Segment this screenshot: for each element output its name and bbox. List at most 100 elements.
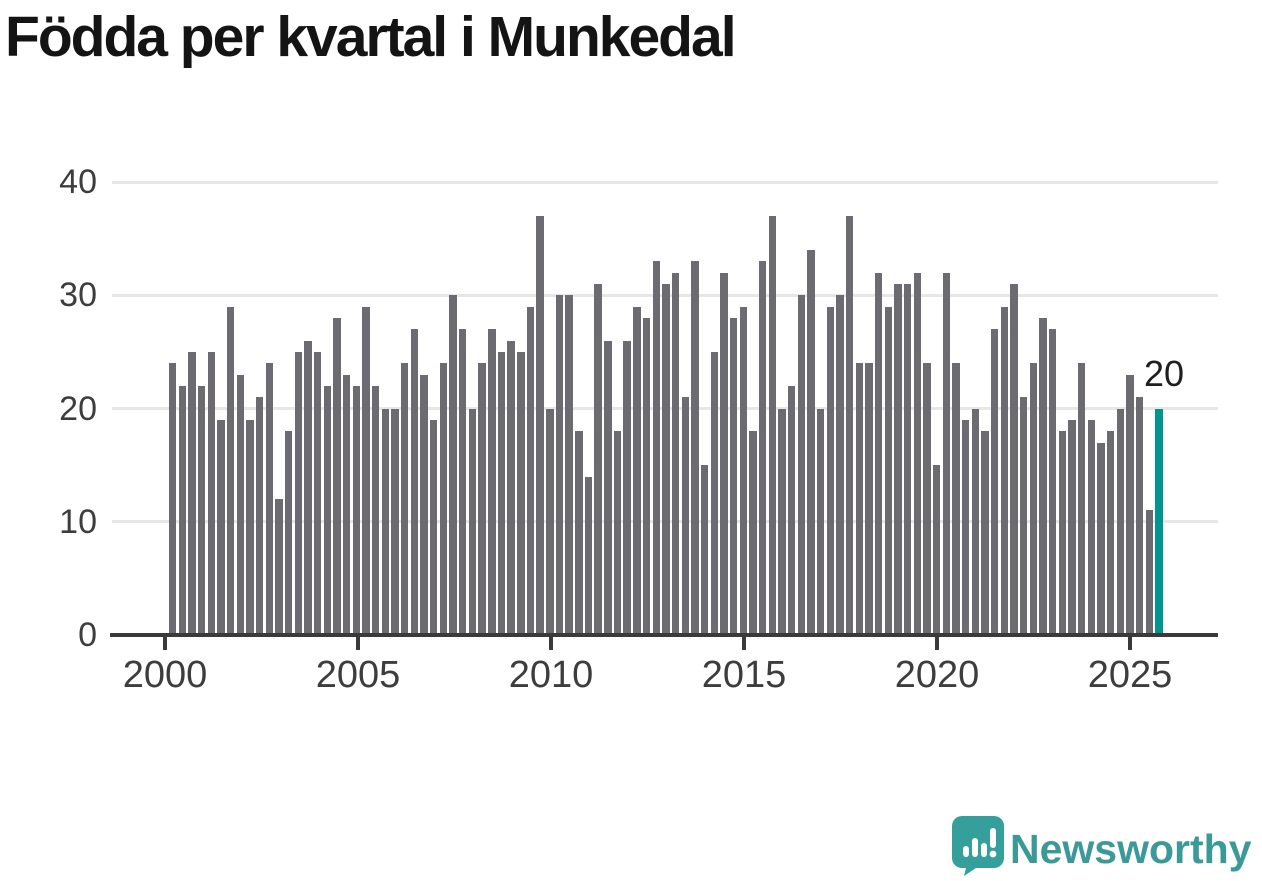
bar-2002-Q3 <box>265 363 274 635</box>
bar-2025-Q2 <box>1145 510 1154 635</box>
bar-2013-Q2 <box>681 397 689 635</box>
bar-2015-Q1 <box>749 431 757 635</box>
y-tick-label-10: 10 <box>59 502 97 541</box>
bar-2016-Q1 <box>787 386 796 635</box>
bar-2013-Q3 <box>691 261 699 635</box>
x-tick-mark-2010 <box>549 637 553 650</box>
bar-2019-Q2 <box>913 273 921 635</box>
bar-2006-Q3 <box>420 375 428 635</box>
bar-2010-Q2 <box>565 295 573 635</box>
bar-2009-Q1 <box>517 352 525 635</box>
bar-2003-Q1 <box>285 431 293 635</box>
bar-2022-Q1 <box>1019 397 1028 635</box>
bar-2014-Q1 <box>710 352 718 635</box>
bar-2021-Q1 <box>981 431 989 635</box>
bar-2019-Q3 <box>923 363 931 635</box>
bar-2012-Q4 <box>662 284 670 635</box>
bar-2020-Q4 <box>971 409 979 635</box>
bar-2017-Q1 <box>826 307 834 635</box>
bar-2012-Q2 <box>642 318 651 635</box>
y-tick-label-20: 20 <box>59 389 97 428</box>
bar-2011-Q3 <box>613 431 622 635</box>
bar-2006-Q4 <box>430 420 438 635</box>
bar-2015-Q2 <box>758 261 767 635</box>
x-axis-line <box>110 633 1218 637</box>
bar-2020-Q3 <box>961 420 970 635</box>
bar-2018-Q2 <box>874 273 883 635</box>
bar-2004-Q2 <box>333 318 341 635</box>
bar-2024-Q4 <box>1126 375 1134 635</box>
y-tick-label-40: 40 <box>59 163 97 202</box>
bar-2001-Q3 <box>227 307 235 635</box>
bar-2021-Q3 <box>1000 307 1008 635</box>
x-tick-label-2025: 2025 <box>1087 654 1173 696</box>
x-tick-mark-2015 <box>742 637 746 650</box>
bar-2011-Q1 <box>594 284 602 635</box>
bar-2018-Q1 <box>865 363 873 635</box>
bar-2010-Q4 <box>584 477 593 635</box>
bar-2016-Q2 <box>797 295 805 635</box>
bar-2006-Q1 <box>401 363 409 635</box>
bar-2001-Q2 <box>217 420 225 635</box>
x-tick-label-2005: 2005 <box>315 654 401 696</box>
bar-2023-Q4 <box>1087 420 1096 635</box>
bar-2022-Q2 <box>1029 363 1038 635</box>
bar-2018-Q4 <box>894 284 902 635</box>
branding-name: Newsworthy <box>1010 826 1252 872</box>
bar-2003-Q3 <box>304 341 312 635</box>
bar-2006-Q2 <box>410 329 419 635</box>
bar-2007-Q3 <box>459 329 467 635</box>
bar-2002-Q2 <box>256 397 264 635</box>
x-tick-label-2020: 2020 <box>894 654 980 696</box>
x-tick-mark-2000 <box>163 637 167 650</box>
bar-2008-Q2 <box>488 329 496 635</box>
bar-2013-Q4 <box>700 465 709 635</box>
bar-2011-Q4 <box>623 341 631 635</box>
bar-2017-Q3 <box>845 216 854 635</box>
bar-2002-Q4 <box>275 499 283 635</box>
bar-2002-Q1 <box>246 420 254 635</box>
x-tick-label-2000: 2000 <box>122 654 208 696</box>
bar-2003-Q2 <box>294 352 303 635</box>
bar-2007-Q1 <box>439 363 448 635</box>
bar-2005-Q2 <box>372 386 380 635</box>
bar-2025-Q1 <box>1136 397 1144 635</box>
bar-2016-Q4 <box>816 409 825 635</box>
bar-2020-Q2 <box>952 363 960 635</box>
branding: Newsworthy <box>950 814 1262 876</box>
bar-2023-Q2 <box>1068 420 1076 635</box>
y-tick-label-0: 0 <box>78 616 97 654</box>
x-tick-mark-2025 <box>1128 637 1132 650</box>
bar-2020-Q1 <box>942 273 950 635</box>
bar-2021-Q4 <box>1010 284 1018 635</box>
bar-2001-Q4 <box>236 375 245 635</box>
bar-2018-Q3 <box>884 307 892 635</box>
bar-2005-Q4 <box>391 409 399 635</box>
bar-2023-Q1 <box>1058 431 1067 635</box>
bar-2021-Q2 <box>990 329 999 635</box>
bar-2004-Q4 <box>352 386 361 635</box>
bar-2024-Q2 <box>1106 431 1115 635</box>
x-tick-mark-2020 <box>935 637 939 650</box>
bar-2022-Q3 <box>1039 318 1047 635</box>
bar-2019-Q1 <box>903 284 912 635</box>
bar-2015-Q4 <box>778 409 786 635</box>
bar-2014-Q2 <box>720 273 728 635</box>
bar-2008-Q3 <box>497 352 506 635</box>
bar-2000-Q1 <box>169 363 177 635</box>
bar-2010-Q3 <box>575 431 583 635</box>
bar-2005-Q3 <box>381 409 390 635</box>
bar-2023-Q3 <box>1077 363 1086 635</box>
bar-highlight-2025-Q3 <box>1155 409 1163 635</box>
bar-2009-Q2 <box>526 307 535 635</box>
bar-2007-Q2 <box>449 295 457 635</box>
x-tick-label-2015: 2015 <box>701 654 787 696</box>
bar-2008-Q1 <box>478 363 486 635</box>
x-tick-label-2010: 2010 <box>508 654 594 696</box>
bar-2013-Q1 <box>671 273 680 635</box>
bar-2003-Q4 <box>314 352 322 635</box>
bar-2009-Q3 <box>536 216 544 635</box>
bar-2009-Q4 <box>546 409 554 635</box>
bar-2005-Q1 <box>362 307 370 635</box>
bar-2007-Q4 <box>468 409 477 635</box>
